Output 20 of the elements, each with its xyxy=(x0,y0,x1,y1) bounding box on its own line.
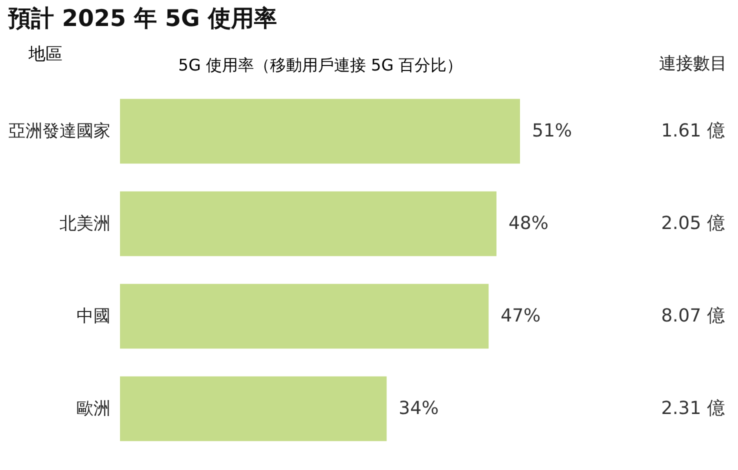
bar xyxy=(120,376,387,442)
data-label: 47% xyxy=(500,305,541,326)
data-label: 34% xyxy=(398,398,439,419)
y-tick-label: 北美洲 xyxy=(60,214,110,234)
y-axis-title: 地區 xyxy=(28,44,62,64)
chart-title: 預計 2025 年 5G 使用率 xyxy=(7,5,277,32)
text: 2.05 億 xyxy=(661,212,725,234)
data-label: 48% xyxy=(508,212,548,234)
text: 8.07 億 xyxy=(661,305,725,326)
data-label: 51% xyxy=(532,120,572,142)
bar xyxy=(120,284,489,349)
bar xyxy=(120,98,520,164)
y-tick-label: 歐洲 xyxy=(76,398,110,419)
x-axis-title: 5G 使用率（移動用戶連接 5G 百分比） xyxy=(178,56,463,74)
bar xyxy=(120,191,496,256)
text: 1.61 億 xyxy=(661,120,725,142)
text: 連接數目 xyxy=(659,54,727,74)
text: 2.31 億 xyxy=(661,398,725,419)
y-tick-label: 亞洲發達國家 xyxy=(8,121,110,142)
y-tick-label: 中國 xyxy=(76,306,110,326)
